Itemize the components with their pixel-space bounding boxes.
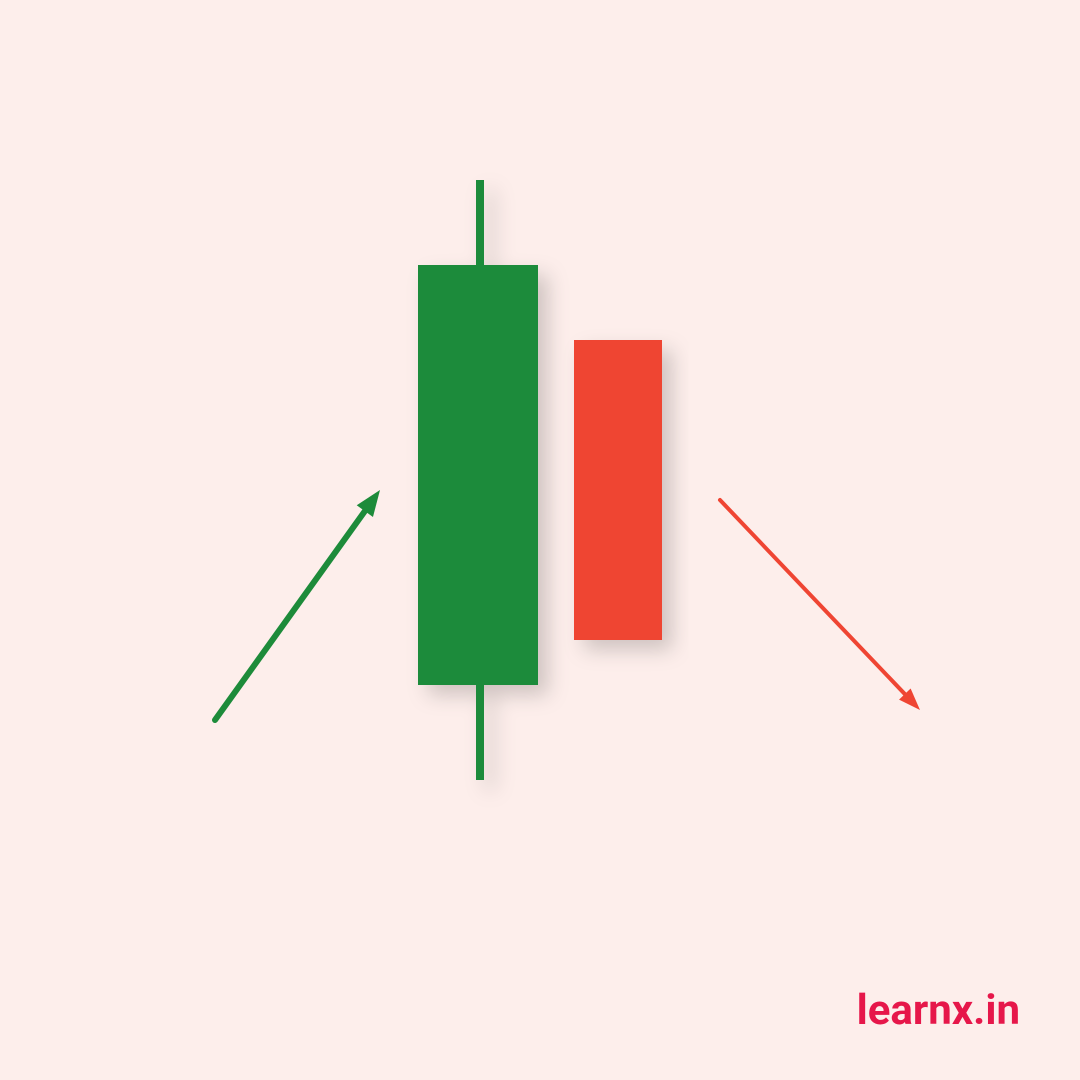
watermark-text: learnx.in — [857, 986, 1020, 1035]
up-arrow — [215, 490, 380, 720]
green-candle — [418, 180, 538, 780]
diagram-svg — [0, 0, 1080, 1080]
red-candle — [574, 340, 662, 640]
diagram-canvas: learnx.in — [0, 0, 1080, 1080]
down-arrow — [720, 500, 920, 710]
